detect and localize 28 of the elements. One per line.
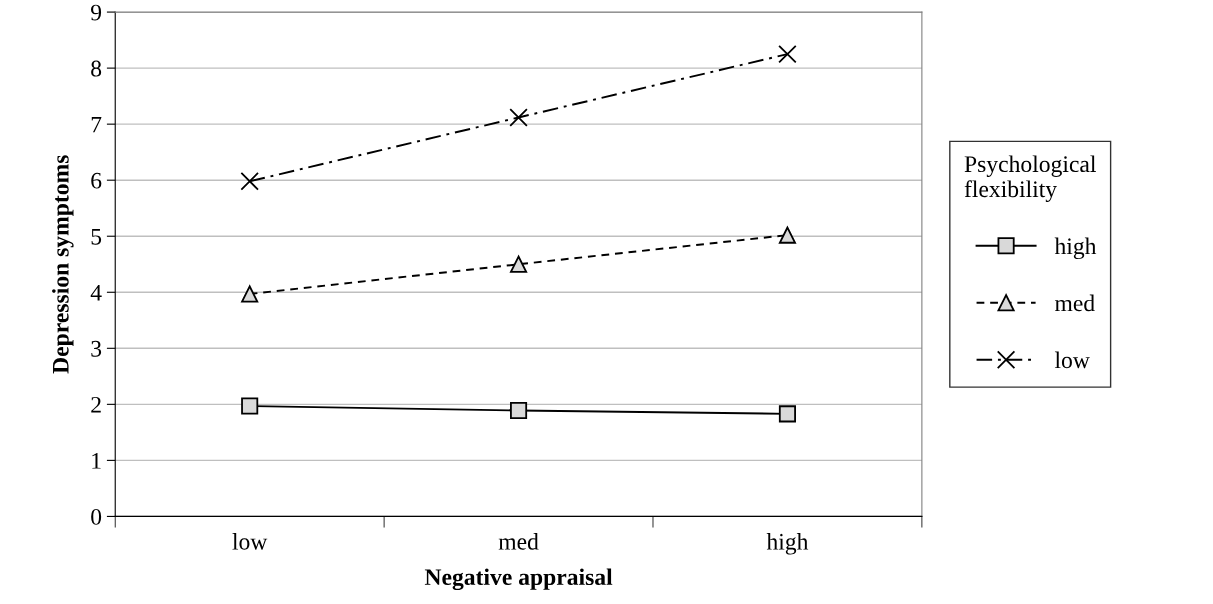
x-tick-label: med xyxy=(498,533,539,550)
y-tick-label: 5 xyxy=(91,228,102,245)
y-axis-title: Depression symptoms xyxy=(52,155,74,374)
point xyxy=(778,44,797,64)
y-tick-label: 7 xyxy=(91,116,102,133)
y-tick-label: 8 xyxy=(91,60,102,77)
y-tick-label: 0 xyxy=(91,508,102,525)
legend-label: low xyxy=(1054,351,1090,369)
point xyxy=(509,108,528,127)
x-tick-label: high xyxy=(766,533,809,555)
y-tick-label: 1 xyxy=(92,452,101,469)
y-tick-label: 3 xyxy=(91,340,102,357)
point xyxy=(778,226,796,244)
point xyxy=(510,255,528,273)
y-tick-label: 6 xyxy=(91,172,102,189)
point xyxy=(241,285,259,303)
point xyxy=(240,172,259,191)
y-tick-label: 2 xyxy=(91,396,101,413)
x-tick-label: low xyxy=(232,533,268,550)
legend-label: high xyxy=(1054,237,1097,260)
y-tick-label: 9 xyxy=(91,4,102,21)
point xyxy=(778,405,796,423)
legend-label: med xyxy=(1054,294,1095,312)
point xyxy=(510,401,528,420)
x-axis-title: Negative appraisal xyxy=(424,568,613,591)
legend-title: Psychological flexibility xyxy=(964,155,1096,203)
y-tick-label: 4 xyxy=(90,284,102,301)
point xyxy=(241,397,259,415)
